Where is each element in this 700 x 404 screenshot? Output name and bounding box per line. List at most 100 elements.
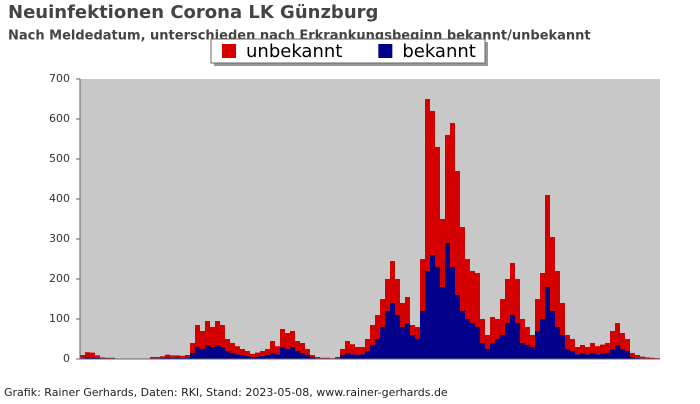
bar xyxy=(495,339,500,359)
bar xyxy=(625,351,630,359)
bar xyxy=(350,344,355,354)
bar xyxy=(560,335,565,359)
bar xyxy=(315,357,320,358)
bar xyxy=(645,357,650,358)
bar xyxy=(280,347,285,359)
bar xyxy=(165,355,170,358)
bar xyxy=(260,351,265,356)
bar xyxy=(410,325,415,335)
bar xyxy=(210,347,215,359)
y-tick-label: 700 xyxy=(49,72,70,85)
bar xyxy=(225,351,230,359)
bar xyxy=(160,356,165,358)
bar xyxy=(185,355,190,357)
bar xyxy=(480,343,485,359)
bar xyxy=(385,311,390,359)
bar xyxy=(620,333,625,349)
bar xyxy=(515,279,520,323)
bar xyxy=(405,297,410,323)
bar xyxy=(555,271,560,327)
bar xyxy=(600,353,605,359)
bar xyxy=(555,327,560,359)
bar xyxy=(390,261,395,303)
bar xyxy=(570,339,575,351)
bar xyxy=(515,323,520,359)
legend-swatch xyxy=(378,44,392,58)
bar xyxy=(525,345,530,359)
bar xyxy=(500,299,505,335)
bar xyxy=(345,353,350,359)
bar xyxy=(395,315,400,359)
bar xyxy=(300,353,305,359)
y-tick-label: 100 xyxy=(49,312,70,325)
bar xyxy=(550,237,555,311)
bar xyxy=(605,353,610,359)
y-tick-label: 200 xyxy=(49,272,70,285)
bar xyxy=(285,349,290,359)
bar xyxy=(570,351,575,359)
bar xyxy=(565,335,570,349)
bar xyxy=(340,349,345,355)
y-tick-label: 500 xyxy=(49,152,70,165)
bar xyxy=(375,339,380,359)
bar xyxy=(175,355,180,357)
bar xyxy=(265,349,270,355)
bar xyxy=(440,287,445,359)
bar xyxy=(415,339,420,359)
bar xyxy=(415,327,420,339)
bar xyxy=(205,345,210,359)
bar xyxy=(595,354,600,359)
bar xyxy=(295,351,300,359)
bar xyxy=(440,219,445,287)
bar xyxy=(535,299,540,331)
y-tick-label: 0 xyxy=(63,352,70,365)
bar xyxy=(505,323,510,359)
bar xyxy=(435,267,440,359)
bar xyxy=(420,259,425,311)
bar xyxy=(205,321,210,345)
bar xyxy=(190,353,195,359)
bar xyxy=(170,355,175,357)
bar xyxy=(500,335,505,359)
bar xyxy=(210,327,215,347)
bar xyxy=(520,319,525,343)
bar xyxy=(530,335,535,347)
bar xyxy=(425,99,430,271)
bar xyxy=(180,356,185,358)
bar xyxy=(590,353,595,359)
bar xyxy=(580,345,585,353)
y-tick-label: 400 xyxy=(49,192,70,205)
bar xyxy=(450,267,455,359)
bar xyxy=(630,353,635,357)
bar xyxy=(230,353,235,359)
bar xyxy=(305,355,310,359)
bar xyxy=(485,349,490,359)
bar xyxy=(510,315,515,359)
bar xyxy=(295,341,300,351)
y-tick-label: 300 xyxy=(49,232,70,245)
bar xyxy=(365,339,370,351)
bar xyxy=(390,303,395,359)
bar xyxy=(395,279,400,315)
bar xyxy=(615,345,620,359)
bar xyxy=(460,227,465,311)
bar xyxy=(195,325,200,347)
bar xyxy=(650,358,655,359)
bar xyxy=(470,323,475,359)
y-tick-label: 600 xyxy=(49,112,70,125)
bar xyxy=(615,323,620,345)
bar xyxy=(540,273,545,319)
bar xyxy=(100,357,105,358)
bar xyxy=(380,299,385,327)
bar xyxy=(595,346,600,354)
bar xyxy=(355,347,360,355)
bar xyxy=(365,351,370,359)
bar xyxy=(605,343,610,353)
bar xyxy=(590,343,595,353)
bar xyxy=(530,347,535,359)
bar xyxy=(240,355,245,359)
bar xyxy=(430,255,435,359)
bar xyxy=(600,345,605,354)
bar xyxy=(490,343,495,359)
